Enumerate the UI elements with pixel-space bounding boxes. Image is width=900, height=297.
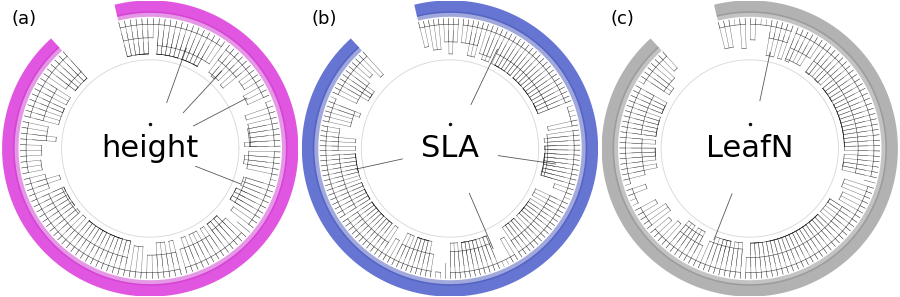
Text: (a): (a) (12, 10, 36, 28)
Text: (c): (c) (611, 10, 634, 28)
Text: (b): (b) (311, 10, 337, 28)
Text: SLA: SLA (421, 134, 479, 163)
Text: LeafN: LeafN (706, 134, 794, 163)
Text: height: height (102, 134, 199, 163)
